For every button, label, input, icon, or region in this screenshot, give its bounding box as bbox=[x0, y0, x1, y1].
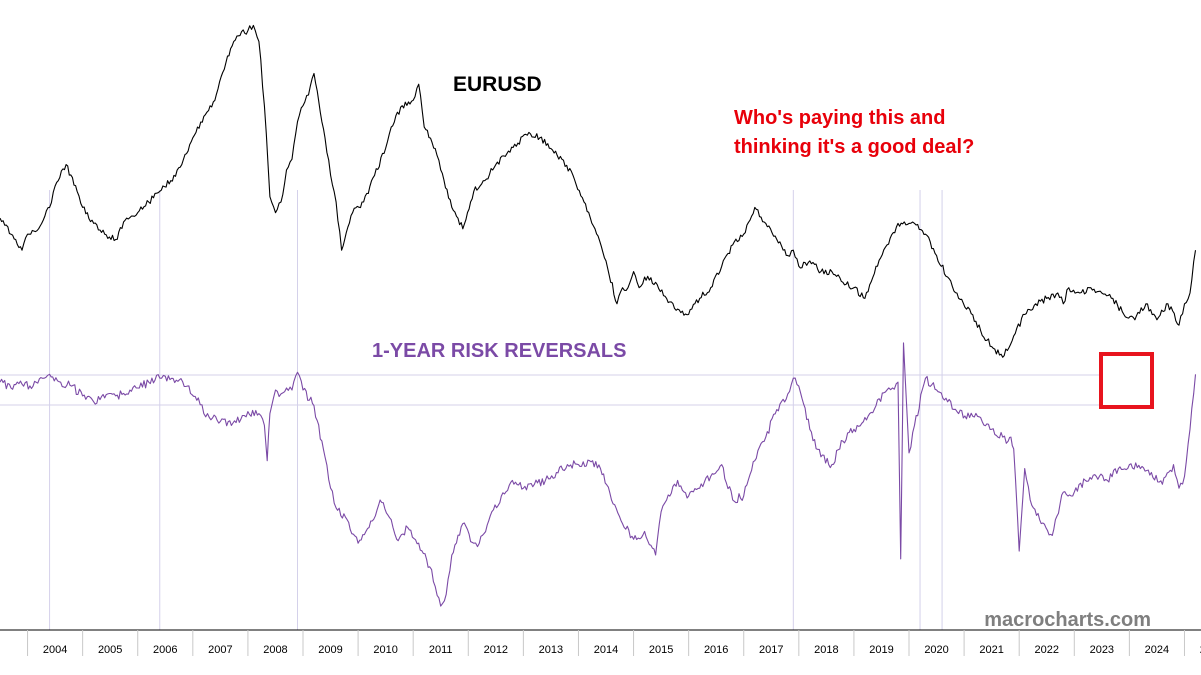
x-tick-label: 2010 bbox=[373, 644, 397, 656]
x-tick-label: 2006 bbox=[153, 644, 177, 656]
x-tick-label: 2008 bbox=[263, 644, 287, 656]
x-tick-label: 2022 bbox=[1035, 644, 1059, 656]
risk-reversals-line bbox=[0, 342, 1197, 607]
x-tick-label: 2007 bbox=[208, 644, 232, 656]
x-tick-label: 2025 bbox=[1200, 644, 1201, 656]
x-tick-label: 2015 bbox=[649, 644, 673, 656]
x-tick-label: 2018 bbox=[814, 644, 838, 656]
x-tick-label: 2016 bbox=[704, 644, 728, 656]
x-tick-label: 2023 bbox=[1090, 644, 1114, 656]
annotation-line-2: thinking it's a good deal? bbox=[734, 136, 974, 158]
x-tick-label: 2017 bbox=[759, 644, 783, 656]
risk-reversals-label: 1-YEAR RISK REVERSALS bbox=[372, 340, 627, 362]
eurusd-line bbox=[0, 24, 1197, 358]
x-tick-label: 2014 bbox=[594, 644, 618, 656]
annotation-line-1: Who's paying this and bbox=[734, 107, 945, 129]
x-axis: 2004 2005 2006 2007 2008 2009 2010 2011 2012 2013… bbox=[0, 629, 1201, 656]
x-tick-label: 2009 bbox=[318, 644, 342, 656]
x-tick-label: 2004 bbox=[43, 644, 67, 656]
eurusd-label: EURUSD bbox=[453, 73, 542, 96]
x-tick-label: 2011 bbox=[429, 644, 453, 656]
x-tick-label: 2019 bbox=[869, 644, 893, 656]
x-tick-label: 2005 bbox=[98, 644, 122, 656]
x-tick-label: 2012 bbox=[484, 644, 508, 656]
highlight-box bbox=[1099, 352, 1154, 409]
guide-lines bbox=[0, 190, 1101, 630]
x-tick-label: 2020 bbox=[924, 644, 948, 656]
x-tick-label: 2013 bbox=[539, 644, 563, 656]
series-lines bbox=[0, 24, 1197, 607]
x-tick-label: 2021 bbox=[979, 644, 1003, 656]
x-tick-label: 2024 bbox=[1145, 644, 1169, 656]
watermark: macrocharts.com bbox=[984, 609, 1151, 631]
